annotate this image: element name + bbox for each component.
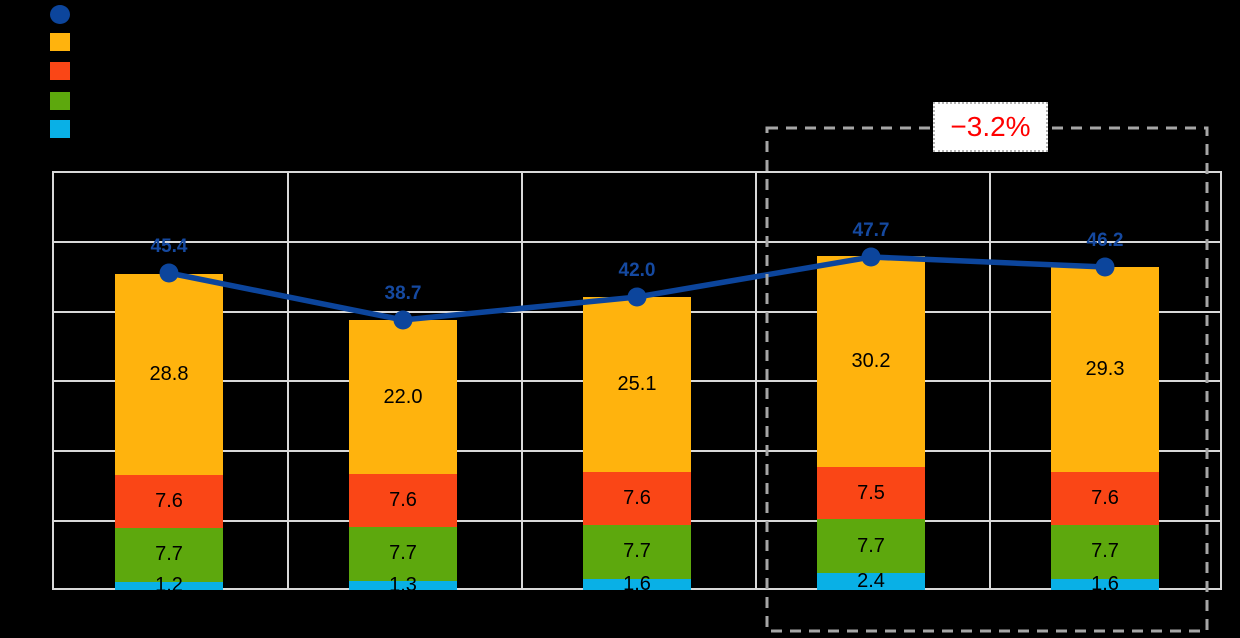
total-value-label-5: 46.2 bbox=[1086, 230, 1124, 251]
total-value-label-2: 38.7 bbox=[384, 283, 422, 304]
segment-amber: 22.0 bbox=[349, 320, 457, 474]
segment-green: 7.7 bbox=[349, 527, 457, 581]
legend-orange-red-icon bbox=[50, 62, 70, 80]
segment-light-blue: 1.3 bbox=[349, 574, 457, 596]
stacked-bar-3: 25.1 7.6 7.7 1.6 bbox=[583, 296, 691, 595]
segment-green: 7.7 bbox=[115, 527, 223, 582]
legend-light-blue-icon bbox=[50, 120, 70, 138]
gridline-v-1 bbox=[287, 173, 289, 588]
segment-orange-red: 7.6 bbox=[583, 471, 691, 525]
total-value-label-4: 47.7 bbox=[852, 220, 890, 241]
gridline-v-4 bbox=[989, 173, 991, 588]
gridline-v-3 bbox=[755, 173, 757, 588]
legend-amber-icon bbox=[50, 33, 70, 51]
segment-light-blue: 1.6 bbox=[583, 573, 691, 595]
stacked-bar-4: 30.2 7.5 7.7 2.4 bbox=[817, 256, 925, 592]
change-callout: −3.2% bbox=[933, 102, 1048, 152]
gridline-h-50 bbox=[54, 241, 1220, 243]
segment-amber: 30.2 bbox=[817, 256, 925, 467]
segment-light-blue: 2.4 bbox=[817, 570, 925, 592]
segment-green: 7.7 bbox=[583, 524, 691, 579]
total-value-label-1: 45.4 bbox=[150, 236, 188, 257]
segment-light-blue: 1.6 bbox=[1051, 573, 1159, 595]
segment-amber: 28.8 bbox=[115, 273, 223, 475]
gridline-v-2 bbox=[521, 173, 523, 588]
segment-orange-red: 7.6 bbox=[115, 474, 223, 528]
segment-green: 7.7 bbox=[817, 519, 925, 574]
segment-amber: 25.1 bbox=[583, 296, 691, 472]
segment-amber: 29.3 bbox=[1051, 267, 1159, 472]
stacked-bar-5: 29.3 7.6 7.7 1.6 bbox=[1051, 267, 1159, 595]
legend-total-line-icon bbox=[50, 5, 70, 24]
stacked-bar-1: 28.8 7.6 7.7 1.2 bbox=[115, 273, 223, 596]
total-value-label-3: 42.0 bbox=[618, 260, 656, 281]
segment-green: 7.7 bbox=[1051, 524, 1159, 579]
segment-orange-red: 7.6 bbox=[349, 473, 457, 528]
segment-orange-red: 7.5 bbox=[817, 466, 925, 520]
segment-orange-red: 7.6 bbox=[1051, 471, 1159, 525]
segment-light-blue: 1.2 bbox=[115, 574, 223, 596]
legend-green-icon bbox=[50, 92, 70, 110]
stacked-bar-2: 22.0 7.6 7.7 1.3 bbox=[349, 320, 457, 596]
